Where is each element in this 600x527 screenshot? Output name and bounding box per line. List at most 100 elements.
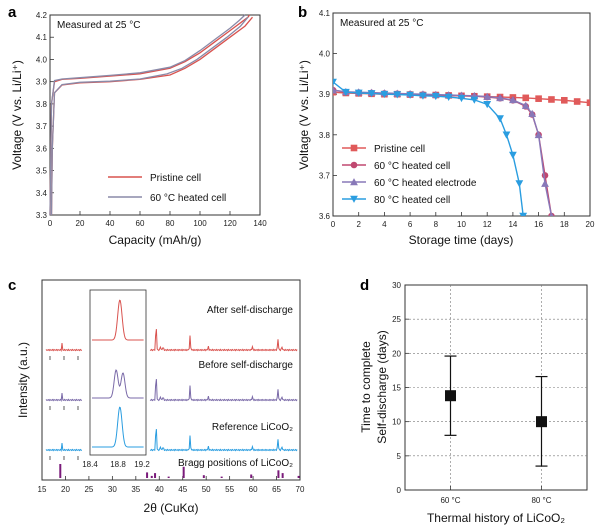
panel-c-main-pattern-2 — [149, 379, 298, 402]
panel-b-data-point — [522, 94, 530, 102]
panel-b-ytick-label: 3.9 — [319, 90, 331, 99]
panel-c-xtick-label: 40 — [155, 485, 164, 494]
panel-c-chart: 2θ (CuKα) Intensity (a.u.) 15 20 25 30 35 40 4… — [16, 279, 305, 515]
panel-d-ytick-label: 5 — [397, 452, 402, 461]
panel-a-xtick-label: 60 — [136, 219, 145, 228]
panel-b-data-point — [534, 130, 543, 139]
panel-d-ytick-label: 15 — [392, 384, 401, 393]
panel-b-data-point — [444, 93, 453, 101]
panel-c-inset-pattern-2 — [92, 369, 144, 399]
panel-d-ytick-label: 25 — [392, 315, 401, 324]
panel-b-chart: Measured at 25 °C Storage time (days) Vo… — [297, 9, 595, 247]
panel-a-xtick-label: 100 — [193, 219, 207, 228]
panel-b-xtick-label: 8 — [434, 220, 439, 229]
panel-a-xtick-label: 40 — [106, 219, 115, 228]
panel-b-legend-label-3: 60 °C heated electrode — [374, 178, 477, 189]
panel-c-xtick-label: 25 — [84, 485, 93, 494]
panel-c-bragg-label: Bragg positions of LiCoO₂ — [178, 458, 293, 469]
panel-label-c: c — [8, 277, 16, 294]
panel-b-data-point — [341, 88, 350, 97]
panel-c-inset-tick-label: 19.2 — [134, 460, 150, 469]
panel-c-xtick-label: 35 — [131, 485, 140, 494]
panel-b-data-point — [483, 92, 492, 100]
panel-a-ytick-label: 3.5 — [36, 167, 48, 176]
panel-b-data-point — [561, 96, 568, 104]
panel-b-legend-marker-2 — [350, 161, 358, 169]
panel-b-series-4 — [333, 78, 528, 216]
panel-a-annotation: Measured at 25 °C — [57, 20, 141, 31]
panel-a-ytick-label: 4.1 — [36, 33, 48, 42]
panel-d-ytick-label: 10 — [392, 418, 401, 427]
panel-a-xtick-label: 140 — [253, 219, 267, 228]
panel-d-ytick-label: 20 — [392, 349, 401, 358]
panel-d-data-point — [445, 390, 456, 402]
panel-d-ylabel-line2: Self-discharge (days) — [375, 330, 389, 443]
panel-b-data-point — [367, 90, 376, 98]
panel-b-data-point — [496, 93, 504, 102]
panel-b-data-point — [419, 92, 427, 100]
panel-a-ytick-label: 3.4 — [36, 189, 48, 198]
panel-a-ytick-label: 3.8 — [36, 100, 48, 109]
panel-b-xtick-label: 12 — [483, 220, 492, 229]
panel-d-xtick-label: 60 °C — [440, 496, 460, 505]
panel-a-ytick-label: 4.0 — [36, 55, 48, 64]
panel-c-inset-tick-label: 18.8 — [110, 460, 126, 469]
panel-b-data-point — [541, 172, 549, 179]
panel-b-data-point — [573, 98, 581, 105]
panel-b-xtick-label: 16 — [534, 220, 543, 229]
panel-c-inset-pattern-1 — [92, 299, 144, 341]
panel-b-data-point — [586, 99, 590, 107]
panel-b-data-point — [393, 91, 402, 99]
panel-b-legend-marker-4 — [350, 195, 358, 203]
panel-label-b: b — [298, 4, 307, 21]
panel-d-chart: Thermal history of LiCoO₂ Time to comple… — [359, 281, 588, 525]
panel-b-data-point — [457, 94, 466, 103]
panel-b-data-point — [470, 96, 479, 104]
panel-b-ylabel: Voltage (V vs. Li/Li⁺) — [297, 60, 311, 170]
panel-a-ytick-label: 3.9 — [36, 78, 48, 87]
panel-a-xtick-label: 20 — [76, 219, 85, 228]
panel-b-data-point — [521, 101, 530, 109]
panel-b-data-point — [354, 89, 363, 97]
panel-b-legend-label-4: 80 °C heated cell — [374, 195, 450, 206]
panel-a-axes-frame — [49, 14, 261, 216]
panel-b-legend-label-1: Pristine cell — [374, 144, 425, 155]
panel-c-xtick-label: 30 — [108, 485, 117, 494]
panel-c-inset-tick-label: 18.4 — [82, 460, 98, 469]
panel-b-data-point — [515, 180, 524, 188]
panel-b-data-point — [431, 92, 440, 101]
panel-b-data-point — [509, 95, 517, 104]
panel-b-data-point — [541, 179, 549, 187]
panel-c-pattern-label-1: After self-discharge — [207, 305, 294, 316]
panel-b-annotation: Measured at 25 °C — [340, 18, 424, 29]
panel-a-legend-label-1: Pristine cell — [150, 173, 201, 184]
panel-b-xlabel: Storage time (days) — [409, 233, 514, 247]
panel-c-main-pattern-1 — [149, 329, 298, 352]
panel-c-xtick-label: 45 — [178, 485, 187, 494]
panel-a-ytick-label: 3.6 — [36, 144, 48, 153]
panel-d-axes-frame — [404, 284, 588, 491]
panel-c-left-pattern-3 — [45, 443, 82, 453]
panel-b-data-point — [333, 78, 337, 86]
panel-c-xtick-label: 55 — [225, 485, 234, 494]
panel-b-ytick-label: 4.1 — [319, 9, 331, 18]
panel-b-ytick-label: 4.0 — [319, 50, 331, 59]
panel-c-xtick-label: 65 — [272, 485, 281, 494]
panel-b-xtick-label: 2 — [356, 220, 361, 229]
panel-a-ylabel: Voltage (V vs. Li/Li⁺) — [10, 60, 24, 170]
panel-b-data-point — [535, 95, 542, 102]
panel-d-xtick-label: 80 °C — [531, 496, 551, 505]
panel-b-ytick-label: 3.6 — [319, 212, 331, 221]
panel-b-xtick-label: 14 — [508, 220, 517, 229]
panel-c-pattern-label-3: Reference LiCoO₂ — [212, 422, 293, 433]
panel-c-xlabel: 2θ (CuKα) — [144, 501, 199, 515]
panel-label-d: d — [360, 277, 369, 294]
panel-a-series-1-discharge — [50, 16, 253, 216]
panel-d-xlabel: Thermal history of LiCoO₂ — [427, 511, 565, 525]
panel-b-data-point — [380, 90, 389, 99]
panel-a-ytick-label: 3.7 — [36, 122, 48, 131]
panel-a-xlabel: Capacity (mAh/g) — [109, 233, 202, 247]
panel-b-xtick-label: 20 — [586, 220, 595, 229]
panel-a-xtick-label: 120 — [223, 219, 237, 228]
